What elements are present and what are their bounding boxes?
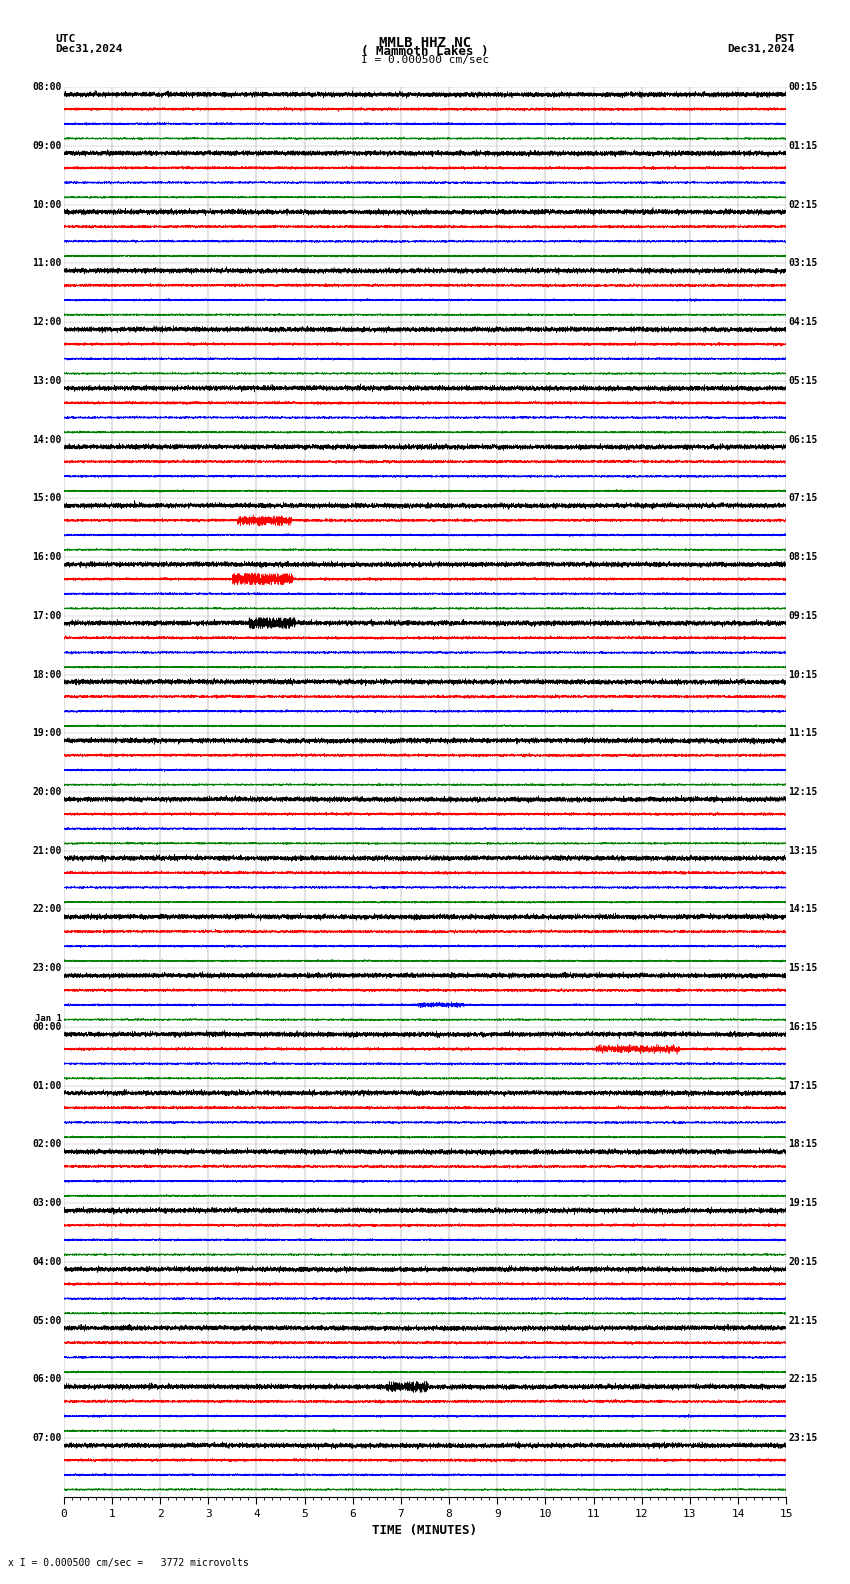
Text: 01:00: 01:00 [32,1080,61,1091]
Text: 01:15: 01:15 [789,141,818,150]
Text: 19:00: 19:00 [32,729,61,738]
Text: 09:15: 09:15 [789,611,818,621]
Text: PST: PST [774,33,795,44]
Text: 10:15: 10:15 [789,670,818,680]
Text: 07:15: 07:15 [789,493,818,504]
Text: 06:00: 06:00 [32,1375,61,1384]
Text: UTC: UTC [55,33,76,44]
Text: 22:15: 22:15 [789,1375,818,1384]
Text: x I = 0.000500 cm/sec =   3772 microvolts: x I = 0.000500 cm/sec = 3772 microvolts [8,1559,249,1568]
Text: 04:00: 04:00 [32,1258,61,1267]
Text: 08:15: 08:15 [789,553,818,562]
Text: 17:00: 17:00 [32,611,61,621]
Text: 15:00: 15:00 [32,493,61,504]
Text: 16:15: 16:15 [789,1022,818,1031]
Text: 13:00: 13:00 [32,375,61,386]
Text: 05:15: 05:15 [789,375,818,386]
Text: 05:00: 05:00 [32,1316,61,1326]
Text: 19:15: 19:15 [789,1198,818,1209]
X-axis label: TIME (MINUTES): TIME (MINUTES) [372,1524,478,1536]
Text: 07:00: 07:00 [32,1434,61,1443]
Text: 16:00: 16:00 [32,553,61,562]
Text: 18:00: 18:00 [32,670,61,680]
Text: 11:00: 11:00 [32,258,61,268]
Text: 11:15: 11:15 [789,729,818,738]
Text: 00:15: 00:15 [789,82,818,92]
Text: MMLB HHZ NC: MMLB HHZ NC [379,35,471,49]
Text: 20:15: 20:15 [789,1258,818,1267]
Text: 03:00: 03:00 [32,1198,61,1209]
Text: 00:00: 00:00 [32,1022,61,1031]
Text: 23:00: 23:00 [32,963,61,973]
Text: 04:15: 04:15 [789,317,818,326]
Text: 15:15: 15:15 [789,963,818,973]
Text: 06:15: 06:15 [789,434,818,445]
Text: 02:00: 02:00 [32,1139,61,1150]
Text: 14:00: 14:00 [32,434,61,445]
Text: Jan 1: Jan 1 [35,1014,61,1023]
Text: 13:15: 13:15 [789,846,818,855]
Text: 10:00: 10:00 [32,200,61,209]
Text: I = 0.000500 cm/sec: I = 0.000500 cm/sec [361,54,489,65]
Text: Dec31,2024: Dec31,2024 [55,43,122,54]
Text: 02:15: 02:15 [789,200,818,209]
Text: 14:15: 14:15 [789,904,818,914]
Text: ( Mammoth Lakes ): ( Mammoth Lakes ) [361,44,489,59]
Text: 09:00: 09:00 [32,141,61,150]
Text: 12:15: 12:15 [789,787,818,797]
Text: 22:00: 22:00 [32,904,61,914]
Text: 12:00: 12:00 [32,317,61,326]
Text: 21:00: 21:00 [32,846,61,855]
Text: 03:15: 03:15 [789,258,818,268]
Text: 23:15: 23:15 [789,1434,818,1443]
Text: 21:15: 21:15 [789,1316,818,1326]
Text: 20:00: 20:00 [32,787,61,797]
Text: 17:15: 17:15 [789,1080,818,1091]
Text: 18:15: 18:15 [789,1139,818,1150]
Text: Dec31,2024: Dec31,2024 [728,43,795,54]
Text: 08:00: 08:00 [32,82,61,92]
